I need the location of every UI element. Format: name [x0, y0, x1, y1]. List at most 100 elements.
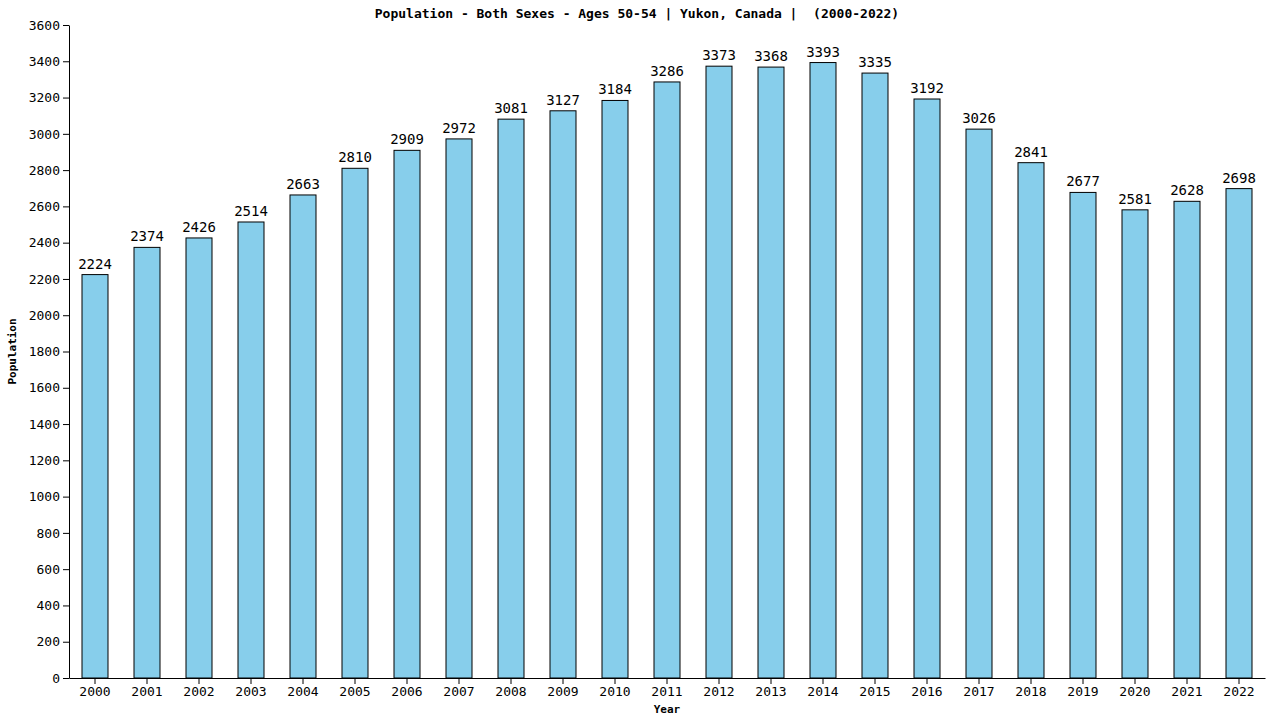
x-tick-mark	[303, 678, 304, 684]
y-tick: 2600	[29, 199, 69, 214]
x-tick-label: 2014	[807, 684, 838, 699]
bar	[290, 195, 316, 678]
y-tick: 3600	[29, 18, 69, 33]
x-tick: 2013	[755, 678, 786, 699]
y-tick-mark	[63, 605, 69, 606]
x-tick-mark	[1083, 678, 1084, 684]
y-tick: 1200	[29, 453, 69, 468]
x-tick-mark	[615, 678, 616, 684]
x-tick: 2014	[807, 678, 838, 699]
data-label: 2841	[1014, 144, 1048, 160]
x-tick-mark	[355, 678, 356, 684]
x-tick: 2018	[1015, 678, 1046, 699]
y-axis: 0200400600800100012001400160018002000220…	[29, 18, 70, 686]
x-tick: 2022	[1223, 678, 1254, 699]
x-tick: 2019	[1067, 678, 1098, 699]
bar	[862, 73, 888, 678]
y-tick-label: 2000	[29, 308, 60, 323]
y-tick: 2400	[29, 235, 69, 250]
x-tick-label: 2006	[391, 684, 422, 699]
y-tick: 2000	[29, 308, 69, 323]
data-label: 2677	[1066, 173, 1100, 189]
y-tick-mark	[63, 569, 69, 570]
y-tick-label: 1000	[29, 489, 60, 504]
chart: 0200400600800100012001400160018002000220…	[0, 0, 1280, 720]
x-tick-label: 2003	[235, 684, 266, 699]
x-tick-label: 2011	[651, 684, 682, 699]
data-label: 2514	[234, 203, 268, 219]
y-tick-mark	[63, 170, 69, 171]
data-label: 2663	[286, 176, 320, 192]
bar	[498, 119, 524, 678]
y-tick-mark	[63, 642, 69, 643]
data-label: 2909	[390, 131, 424, 147]
y-tick: 0	[52, 671, 69, 686]
x-tick: 2020	[1119, 678, 1150, 699]
x-tick-label: 2002	[183, 684, 214, 699]
y-tick: 2800	[29, 163, 69, 178]
x-tick-label: 2017	[963, 684, 994, 699]
x-tick-label: 2022	[1223, 684, 1254, 699]
x-tick-mark	[511, 678, 512, 684]
y-tick-label: 600	[37, 562, 60, 577]
x-tick: 2008	[495, 678, 526, 699]
x-tick: 2004	[287, 678, 318, 699]
bar	[186, 238, 212, 678]
bar	[446, 139, 472, 678]
x-tick-mark	[927, 678, 928, 684]
x-tick: 2005	[339, 678, 370, 699]
y-tick-mark	[63, 279, 69, 280]
bar	[706, 66, 732, 678]
x-tick-mark	[147, 678, 148, 684]
title: Population - Both Sexes - Ages 50-54 | Y…	[375, 6, 899, 21]
y-tick-label: 1600	[29, 380, 60, 395]
x-tick-mark	[823, 678, 824, 684]
x-tick-mark	[95, 678, 96, 684]
y-tick-mark	[63, 25, 69, 26]
x-tick-label: 2015	[859, 684, 890, 699]
data-label: 3393	[806, 44, 840, 60]
y-tick-label: 2400	[29, 235, 60, 250]
x-tick: 2009	[547, 678, 578, 699]
x-tick: 2011	[651, 678, 682, 699]
y-tick: 400	[37, 598, 69, 613]
data-label: 2224	[78, 256, 112, 272]
x-tick-label: 2018	[1015, 684, 1046, 699]
x-tick-label: 2008	[495, 684, 526, 699]
x-tick: 2010	[599, 678, 630, 699]
x-tick-label: 2009	[547, 684, 578, 699]
x-axis: 2000200120022003200420052006200720082009…	[70, 678, 1266, 699]
x-tick-mark	[459, 678, 460, 684]
x-tick-label: 2020	[1119, 684, 1150, 699]
bar	[1018, 163, 1044, 678]
y-tick: 3200	[29, 90, 69, 105]
bar	[1070, 192, 1096, 678]
x-tick-label: 2012	[703, 684, 734, 699]
y-tick: 1000	[29, 489, 69, 504]
x-tick-mark	[1187, 678, 1188, 684]
x-tick-label: 2001	[131, 684, 162, 699]
bar	[914, 99, 940, 678]
y-tick-mark	[63, 533, 69, 534]
bar	[1174, 201, 1200, 678]
data-label: 3373	[702, 47, 736, 63]
y-tick-label: 3200	[29, 90, 60, 105]
data-label: 3286	[650, 63, 684, 79]
y-tick-mark	[63, 61, 69, 62]
bar	[602, 100, 628, 678]
y-tick-label: 0	[52, 671, 60, 686]
y-tick-mark	[63, 98, 69, 99]
bar	[654, 82, 680, 678]
y-tick-label: 1800	[29, 344, 60, 359]
bar	[238, 222, 264, 678]
x-axis-title: Year	[654, 703, 681, 716]
bar	[758, 67, 784, 678]
data-label: 2426	[182, 219, 216, 235]
data-label: 2628	[1170, 182, 1204, 198]
bar	[810, 63, 836, 678]
x-tick: 2012	[703, 678, 734, 699]
x-tick-label: 2019	[1067, 684, 1098, 699]
data-label: 2810	[338, 149, 372, 165]
bars	[82, 63, 1252, 678]
data-labels: 2224237424262514266328102909297230813127…	[78, 44, 1256, 272]
